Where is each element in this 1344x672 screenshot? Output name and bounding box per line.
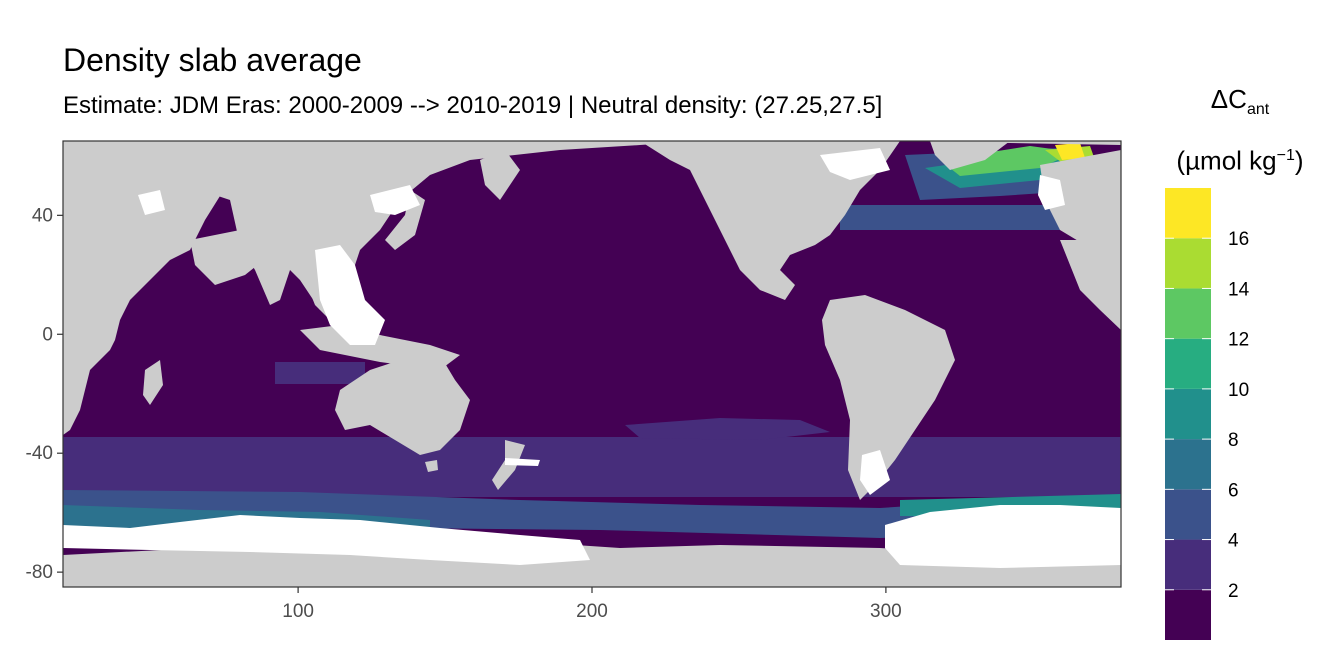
legend-tick-label: 4 (1228, 531, 1239, 552)
land-madagascar (143, 360, 163, 405)
legend-title: ΔCant (µmol kg−1) (1150, 82, 1330, 178)
legend-tick-label: 16 (1228, 229, 1249, 250)
legend-color-bin (1165, 439, 1211, 490)
chart-title: Density slab average (63, 42, 362, 78)
land-south-america (822, 295, 955, 500)
y-tick-label: 40 (32, 205, 53, 226)
land-africa (63, 141, 240, 435)
legend-tick-label: 12 (1228, 330, 1249, 351)
land-indonesia (300, 325, 460, 370)
legend-tick-label: 8 (1228, 430, 1239, 451)
legend-tick-label: 14 (1228, 279, 1250, 300)
land-greenland (930, 141, 1010, 170)
indonesian-throughflow-patch (275, 362, 365, 384)
x-tick-label: 300 (870, 601, 902, 622)
legend-color-bin (1165, 238, 1211, 289)
legend-tick-label: 2 (1228, 581, 1239, 602)
nodata-north-asia (370, 185, 420, 215)
legend-color-bin (1165, 489, 1211, 540)
land-kamchatka (480, 150, 520, 200)
legend-tick-label: 10 (1228, 380, 1249, 401)
chart-subtitle: Estimate: JDM Eras: 2000-2009 --> 2010-2… (63, 92, 883, 119)
x-tick-label: 200 (576, 601, 608, 622)
nodata-antarctic-margin-west (63, 515, 590, 565)
legend-color-bin (1165, 539, 1211, 590)
subpolar-atlantic-patch-5 (1055, 143, 1085, 160)
y-tick-label: 0 (42, 324, 53, 345)
legend-color-bin (1165, 188, 1211, 239)
legend-color-bin (1165, 288, 1211, 339)
y-tick-label: -40 (26, 443, 53, 464)
nodata-patagonia (860, 450, 890, 495)
legend-color-bin (1165, 589, 1211, 640)
land-australia (335, 355, 470, 455)
nodata-caspian (138, 190, 165, 215)
y-tick-label: -80 (26, 562, 53, 583)
legend-color-bin (1165, 338, 1211, 389)
land-africa-east (1060, 240, 1121, 330)
land-north-america (640, 141, 900, 300)
nodata-arctic-na (820, 148, 890, 180)
x-tick-label: 100 (282, 601, 314, 622)
nodata-baltic (1038, 175, 1065, 210)
nodata-marginal-seas (315, 245, 385, 345)
nodata-new-zealand-shelf (505, 458, 540, 466)
nodata-weddell (885, 505, 1121, 568)
legend-title-symbol: ΔCant (1210, 84, 1270, 119)
pacific-south-patch (625, 418, 830, 440)
legend-tick-label: 6 (1228, 480, 1239, 501)
land-tasmania (425, 460, 438, 472)
legend-title-unit: (µmol kg−1) (1176, 145, 1304, 176)
southern-ocean-band (63, 437, 1121, 497)
land-europe (1040, 150, 1121, 245)
subpolar-atlantic-patch-3 (940, 146, 1075, 176)
legend-color-bin (1165, 388, 1211, 440)
